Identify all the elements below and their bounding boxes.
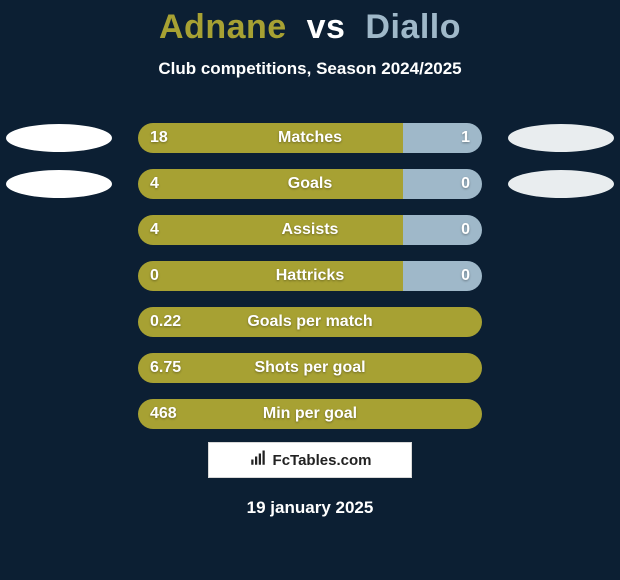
player2-name: Diallo bbox=[365, 8, 461, 46]
stat-row: 18Matches1 bbox=[0, 120, 620, 166]
stat-label: Matches bbox=[138, 123, 482, 153]
player1-name: Adnane bbox=[159, 8, 287, 46]
stat-label: Goals per match bbox=[138, 307, 482, 337]
brand-text: FcTables.com bbox=[273, 452, 372, 469]
subtitle: Club competitions, Season 2024/2025 bbox=[0, 59, 620, 79]
stat-right-value: 1 bbox=[461, 123, 470, 153]
stat-bar: 6.75Shots per goal bbox=[138, 353, 482, 383]
date-text: 19 january 2025 bbox=[0, 498, 620, 518]
stat-bar: 18Matches1 bbox=[138, 123, 482, 153]
comparison-card: Adnane vs Diallo Club competitions, Seas… bbox=[0, 0, 620, 580]
page-title: Adnane vs Diallo bbox=[0, 0, 620, 47]
stat-row: 468Min per goal bbox=[0, 396, 620, 442]
stat-right-value: 0 bbox=[461, 261, 470, 291]
player1-marker bbox=[6, 170, 112, 198]
stat-bar: 4Assists0 bbox=[138, 215, 482, 245]
stat-right-value: 0 bbox=[461, 215, 470, 245]
stat-label: Assists bbox=[138, 215, 482, 245]
player2-marker bbox=[508, 170, 614, 198]
stat-row: 0.22Goals per match bbox=[0, 304, 620, 350]
stat-row: 0Hattricks0 bbox=[0, 258, 620, 304]
stat-row: 6.75Shots per goal bbox=[0, 350, 620, 396]
chart-icon bbox=[249, 449, 267, 471]
stat-bar: 468Min per goal bbox=[138, 399, 482, 429]
stat-rows: 18Matches14Goals04Assists00Hattricks00.2… bbox=[0, 120, 620, 442]
stat-bar: 0Hattricks0 bbox=[138, 261, 482, 291]
brand-badge: FcTables.com bbox=[208, 442, 412, 478]
stat-label: Hattricks bbox=[138, 261, 482, 291]
player1-marker bbox=[6, 124, 112, 152]
player2-marker bbox=[508, 124, 614, 152]
stat-row: 4Goals0 bbox=[0, 166, 620, 212]
stat-bar: 0.22Goals per match bbox=[138, 307, 482, 337]
vs-text: vs bbox=[307, 8, 346, 46]
stat-label: Goals bbox=[138, 169, 482, 199]
stat-row: 4Assists0 bbox=[0, 212, 620, 258]
stat-right-value: 0 bbox=[461, 169, 470, 199]
stat-label: Shots per goal bbox=[138, 353, 482, 383]
stat-label: Min per goal bbox=[138, 399, 482, 429]
stat-bar: 4Goals0 bbox=[138, 169, 482, 199]
